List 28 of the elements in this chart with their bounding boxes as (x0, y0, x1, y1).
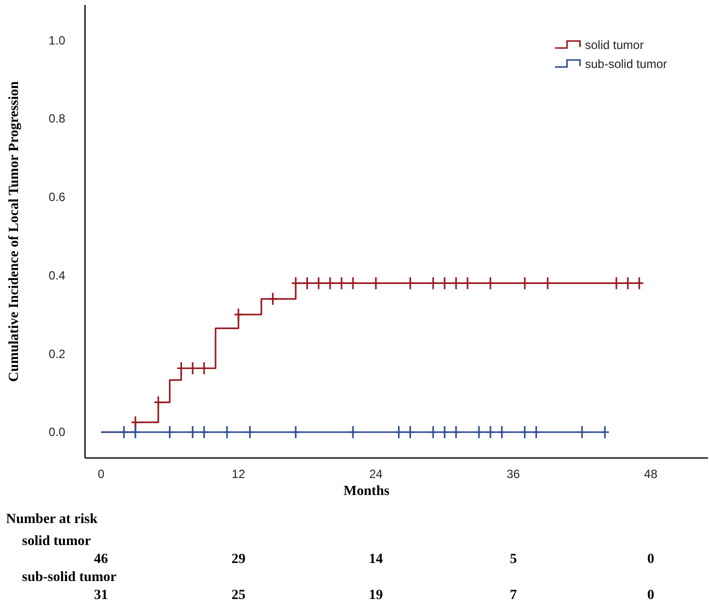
x-tick-label: 24 (369, 467, 383, 481)
text: Number at risk (6, 512, 98, 527)
y-axis-title: Cumulative Incidence of Local Tumor Progression (7, 80, 22, 382)
y-tick-label: 0.6 (48, 190, 66, 204)
x-tick-label: 48 (644, 467, 658, 481)
text: 19 (368, 588, 383, 603)
text: 25 (231, 588, 246, 603)
legend-label: sub-solid tumor (585, 57, 668, 71)
text: 29 (231, 552, 246, 567)
y-tick-label: 1.0 (48, 33, 66, 48)
x-axis-title: Months (344, 484, 390, 499)
x-tick-label: 0 (98, 467, 105, 481)
text: 5 (510, 552, 517, 567)
y-tick-label: 0.0 (48, 425, 66, 440)
x-tick-label: 12 (232, 467, 246, 481)
y-tick-label: 0.4 (48, 268, 66, 282)
text: 46 (94, 552, 108, 567)
x-tick-label: 36 (506, 467, 520, 481)
text: 14 (368, 552, 383, 567)
legend-label: solid tumor (585, 38, 644, 52)
text: 0 (647, 552, 654, 567)
y-tick-label: 0.2 (48, 346, 66, 361)
text: 0 (647, 588, 654, 603)
text: sub-solid tumor (22, 570, 117, 585)
text: 31 (94, 588, 108, 603)
text: 7 (510, 588, 517, 603)
text: solid tumor (22, 534, 91, 549)
y-tick-label: 0.8 (48, 112, 66, 126)
